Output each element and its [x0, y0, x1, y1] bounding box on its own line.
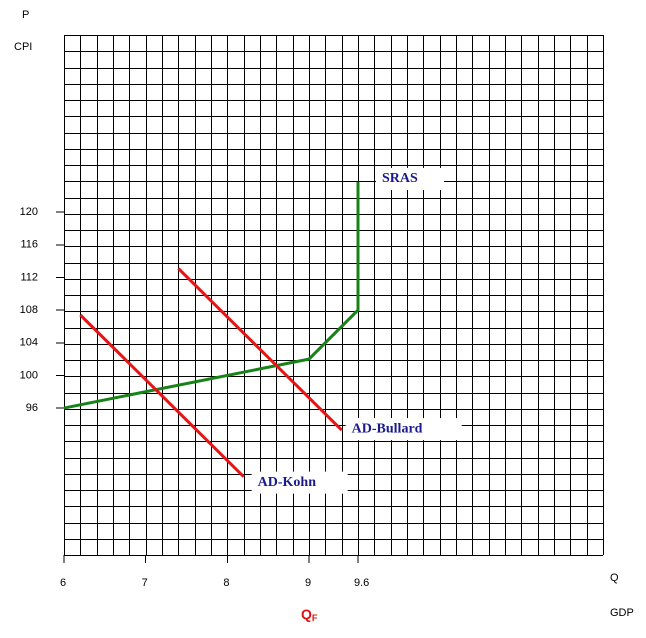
label-box [345, 418, 462, 441]
label-box [376, 167, 444, 190]
y-tick-label: 100 [20, 369, 38, 381]
annotation: QF [301, 606, 318, 624]
y-axis-label: P [22, 9, 29, 21]
series-label: SRAS [382, 171, 418, 186]
line-1 [177, 267, 343, 432]
line-2 [79, 313, 245, 478]
x-tick-label: 9.6 [354, 577, 369, 589]
x-axis-label: Q [610, 572, 619, 584]
label-box [251, 471, 348, 494]
x-tick-label: 7 [142, 577, 148, 589]
x-axis-sublabel: GDP [610, 607, 634, 619]
annotation-main: Q [301, 606, 312, 622]
y-tick-label: 112 [20, 271, 38, 283]
x-tick-label: 9 [305, 577, 311, 589]
y-axis-sublabel: CPI [14, 41, 32, 53]
y-tick-label: 116 [20, 239, 38, 251]
y-tick-label: 108 [20, 304, 38, 316]
annotation-sub: F [312, 613, 318, 623]
y-tick-label: 104 [20, 337, 38, 349]
x-tick-label: 6 [60, 577, 66, 589]
line-0 [63, 181, 360, 410]
series-label: AD-Kohn [258, 475, 317, 490]
x-tick-label: 8 [223, 577, 229, 589]
series-label: AD-Bullard [352, 421, 423, 436]
y-tick-label: 120 [20, 206, 38, 218]
y-tick-label: 96 [26, 402, 38, 414]
